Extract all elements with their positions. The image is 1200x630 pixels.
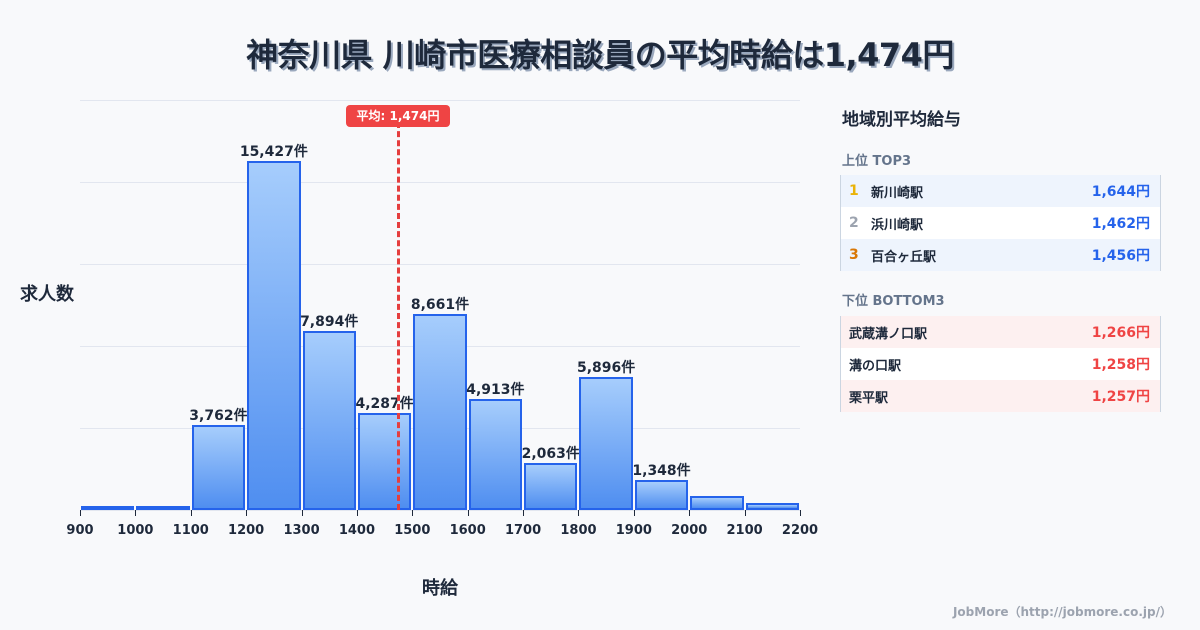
x-tick (689, 510, 691, 516)
bottom3-table: 武蔵溝ノ口駅 1,266円 溝の口駅 1,258円 栗平駅 1,257円 (840, 316, 1161, 412)
station-name: 浜川崎駅 (871, 217, 924, 233)
x-tick-label: 900 (66, 523, 94, 538)
x-tick (523, 510, 525, 516)
histogram-bar (634, 479, 689, 510)
bar-value-label: 1,348件 (632, 462, 691, 479)
x-tick (80, 510, 81, 516)
station-name: 新川崎駅 (871, 185, 924, 201)
bar-value-label: 4,287件 (355, 396, 414, 413)
histogram-plot-area: 3,762件 15,427件 7,894件 4,287件 8,661件 4,913件 2,0… (80, 100, 800, 511)
average-line (397, 122, 400, 510)
station-name: 百合ヶ丘駅 (871, 249, 937, 265)
x-tick (412, 510, 414, 516)
average-badge: 平均: 1,474円 (346, 105, 450, 127)
x-tick (800, 510, 801, 516)
rank-number: 2 (849, 215, 859, 231)
x-tick-label: 1500 (394, 523, 431, 538)
histogram-bar (357, 413, 412, 510)
x-tick-label: 1100 (172, 523, 209, 538)
histogram-bar (413, 314, 467, 510)
x-tick (246, 510, 248, 516)
x-tick (190, 510, 192, 516)
x-tick-label: 1700 (504, 523, 542, 538)
station-wage: 1,257円 (1091, 389, 1150, 405)
histogram-bar (468, 398, 523, 510)
histogram-bar (302, 331, 356, 510)
bar-value-label: 15,427件 (239, 144, 308, 161)
top3-table: 1 新川崎駅 1,644円 2 浜川崎駅 1,462円 3 百合ヶ丘駅 1,45… (840, 175, 1161, 271)
footer-credit: JobMore（http://jobmore.co.jp/） (952, 605, 1172, 619)
x-tick (467, 510, 469, 516)
station-name: 武蔵溝ノ口駅 (849, 326, 928, 342)
histogram-bar (579, 376, 633, 510)
bar-value-label: 8,661件 (410, 297, 470, 314)
gridline (80, 182, 800, 183)
x-tick-label: 1200 (228, 523, 265, 538)
rank-number: 1 (849, 183, 859, 199)
bottom3-row: 栗平駅 1,257円 (841, 380, 1160, 412)
x-tick (744, 510, 746, 516)
gridline (80, 510, 800, 511)
top3-row: 1 新川崎駅 1,644円 (841, 175, 1160, 207)
bar-value-label: 2,063件 (521, 446, 580, 463)
station-name: 栗平駅 (849, 390, 889, 406)
station-wage: 1,258円 (1091, 357, 1150, 373)
histogram-bar (745, 502, 799, 510)
x-tick-label: 1000 (117, 523, 154, 538)
bar-value-label: 5,896件 (576, 359, 636, 376)
x-tick (301, 510, 303, 516)
x-tick-label: 1400 (338, 523, 376, 538)
station-wage: 1,644円 (1091, 184, 1150, 200)
histogram-bar (524, 463, 578, 510)
x-tick-label: 1900 (615, 523, 652, 538)
x-axis-label: 時給 (422, 578, 458, 599)
x-tick (633, 510, 635, 516)
bottom3-heading: 下位 BOTTOM3 (842, 294, 945, 309)
bottom3-row: 溝の口駅 1,258円 (841, 348, 1160, 380)
x-tick (356, 510, 358, 516)
gridline (80, 264, 800, 265)
y-axis-label: 求人数 (20, 284, 74, 305)
histogram-bar (247, 161, 301, 510)
histogram-bar (191, 424, 246, 510)
gridline (80, 100, 800, 101)
x-tick-label: 1800 (560, 523, 597, 538)
top3-heading: 上位 TOP3 (842, 154, 912, 169)
top3-row: 2 浜川崎駅 1,462円 (841, 207, 1160, 239)
bar-value-label: 4,913件 (466, 381, 525, 398)
station-wage: 1,266円 (1091, 325, 1150, 341)
histogram-bar (690, 496, 744, 510)
x-tick (578, 510, 580, 516)
histogram-bar (136, 506, 190, 510)
bar-value-label: 7,894件 (300, 314, 359, 331)
rank-number: 3 (849, 247, 859, 263)
station-wage: 1,462円 (1091, 216, 1150, 232)
page-title: 神奈川県 川崎市医療相談員の平均時給は1,474円 (246, 36, 954, 74)
histogram-bar (81, 506, 135, 510)
station-name: 溝の口駅 (849, 358, 902, 374)
x-tick-label: 2100 (726, 523, 763, 538)
x-tick-label: 1600 (449, 523, 486, 538)
bottom3-row: 武蔵溝ノ口駅 1,266円 (841, 316, 1160, 348)
regional-panel-title: 地域別平均給与 (842, 110, 961, 130)
top3-row: 3 百合ヶ丘駅 1,456円 (841, 239, 1160, 271)
station-wage: 1,456円 (1091, 248, 1150, 264)
bar-value-label: 3,762件 (189, 407, 248, 424)
x-tick (135, 510, 137, 516)
x-tick-label: 2200 (781, 523, 819, 538)
x-tick-label: 2000 (671, 523, 708, 538)
x-tick-label: 1300 (283, 523, 320, 538)
